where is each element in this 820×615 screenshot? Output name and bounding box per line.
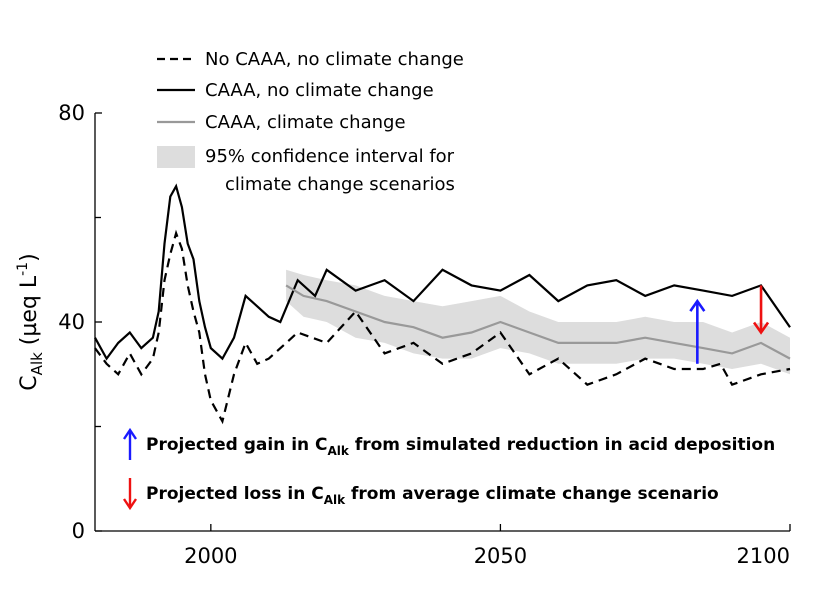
y-ticks: 0 40 80 bbox=[58, 101, 102, 543]
x-ticks: 2000 2050 2100 bbox=[184, 524, 791, 568]
legend-label-ci-line1: 95% confidence interval for bbox=[205, 146, 455, 167]
x-tick-label: 2100 bbox=[737, 544, 790, 568]
legend-label-ci-line2: climate change scenarios bbox=[225, 174, 455, 195]
annotation-gain: Projected gain in CAlk from simulated re… bbox=[123, 427, 775, 460]
confidence-interval-band bbox=[286, 269, 790, 375]
x-tick-label: 2050 bbox=[474, 544, 527, 568]
y-tick-label: 40 bbox=[58, 310, 85, 334]
y-tick-label: 0 bbox=[72, 519, 85, 543]
series-line-no-caaa bbox=[94, 229, 791, 425]
annotation-arrow-up-head bbox=[123, 427, 137, 440]
legend-label-caaa-climate: CAAA, climate change bbox=[205, 112, 406, 133]
y-axis-label: CAlk (µeq L-1) bbox=[15, 253, 46, 390]
legend-swatch-band bbox=[157, 146, 195, 168]
arrow-gain-head bbox=[689, 298, 706, 312]
y-tick-label: 80 bbox=[58, 101, 85, 125]
plot-arrows bbox=[689, 285, 770, 364]
legend-label-no-caaa: No CAAA, no climate change bbox=[205, 49, 464, 70]
series-line-caaa-climate-change bbox=[285, 284, 791, 360]
annotation-loss: Projected loss in CAlk from average clim… bbox=[123, 478, 719, 511]
annotation-loss-text: Projected loss in CAlk from average clim… bbox=[146, 484, 719, 507]
series-line-caaa bbox=[94, 183, 791, 361]
legend-label-caaa: CAAA, no climate change bbox=[205, 80, 434, 101]
arrow-loss-head bbox=[752, 321, 770, 335]
legend: No CAAA, no climate change CAAA, no clim… bbox=[157, 49, 464, 195]
x-tick-label: 2000 bbox=[184, 544, 237, 568]
annotation-arrow-down-head bbox=[123, 498, 137, 511]
annotation-gain-text: Projected gain in CAlk from simulated re… bbox=[146, 435, 775, 458]
